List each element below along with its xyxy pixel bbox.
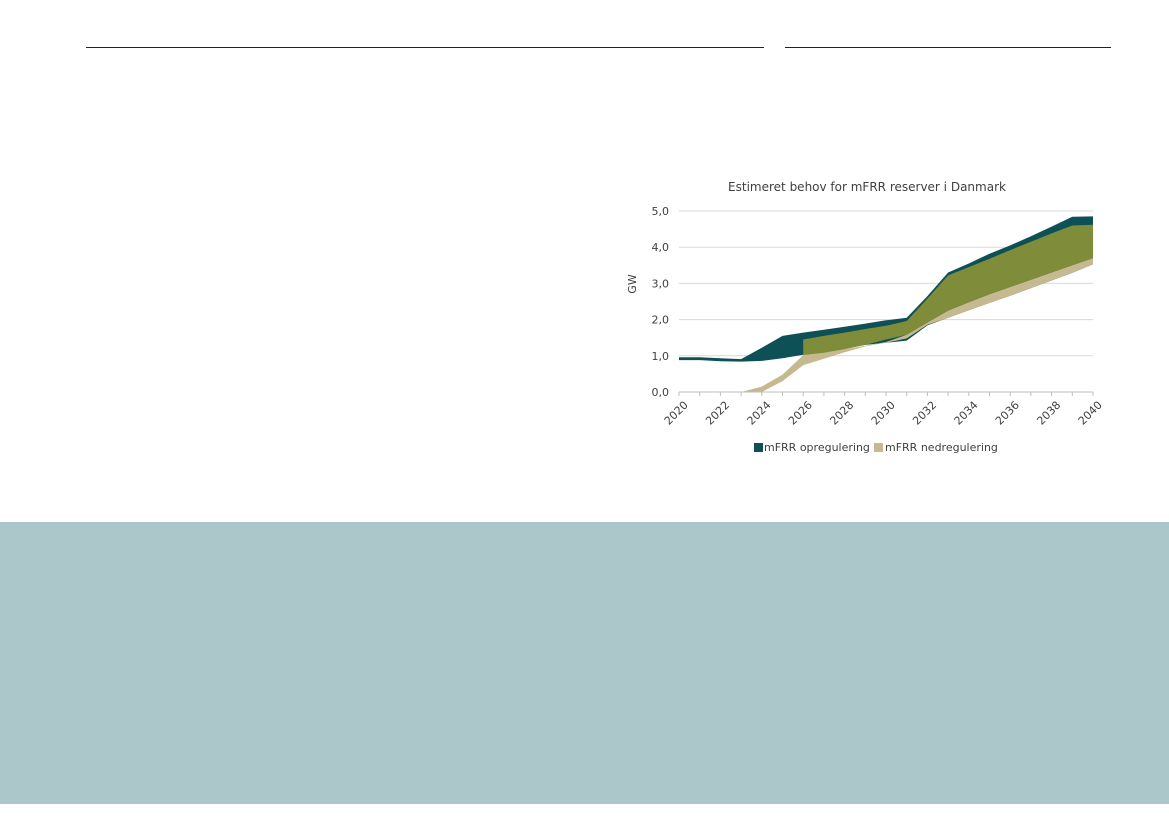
header-rule-right: [785, 47, 1111, 48]
mfrr-chart: Estimeret behov for mFRR reserver i Danm…: [626, 180, 1102, 454]
y-tick-label: 0,0: [652, 386, 670, 399]
chart-title: Estimeret behov for mFRR reserver i Danm…: [728, 180, 1006, 194]
x-tick-label: 2024: [745, 399, 774, 428]
area-opregulering: [679, 216, 1093, 362]
x-tick-label: 2034: [952, 399, 981, 428]
x-tick-label: 2026: [786, 399, 815, 428]
y-tick-label: 1,0: [652, 350, 670, 363]
x-tick-label: 2022: [703, 399, 732, 428]
legend-label-nedregulering: mFRR nedregulering: [885, 441, 998, 454]
legend: mFRR opregulering mFRR nedregulering: [754, 441, 998, 454]
legend-label-opregulering: mFRR opregulering: [764, 441, 870, 454]
x-tick-label: 2040: [1076, 399, 1102, 428]
x-tick-label: 2030: [869, 399, 898, 428]
x-tick-label: 2028: [827, 399, 856, 428]
x-tick-label: 2032: [910, 399, 939, 428]
y-tick-label: 3,0: [652, 277, 670, 290]
header-rule-left: [86, 47, 764, 48]
x-tick-label: 2020: [662, 399, 691, 428]
x-tick-label: 2036: [993, 399, 1022, 428]
y-tick-label: 4,0: [652, 241, 670, 254]
y-axis-label: GW: [626, 274, 639, 294]
y-tick-label: 5,0: [652, 205, 670, 218]
legend-swatch-nedregulering: [874, 443, 883, 452]
teal-panel: [0, 522, 1169, 804]
x-tick-label: 2038: [1034, 399, 1063, 428]
y-tick-label: 2,0: [652, 314, 670, 327]
area-layer: [679, 216, 1093, 392]
area-overlap: [803, 224, 1093, 356]
legend-swatch-opregulering: [754, 443, 763, 452]
